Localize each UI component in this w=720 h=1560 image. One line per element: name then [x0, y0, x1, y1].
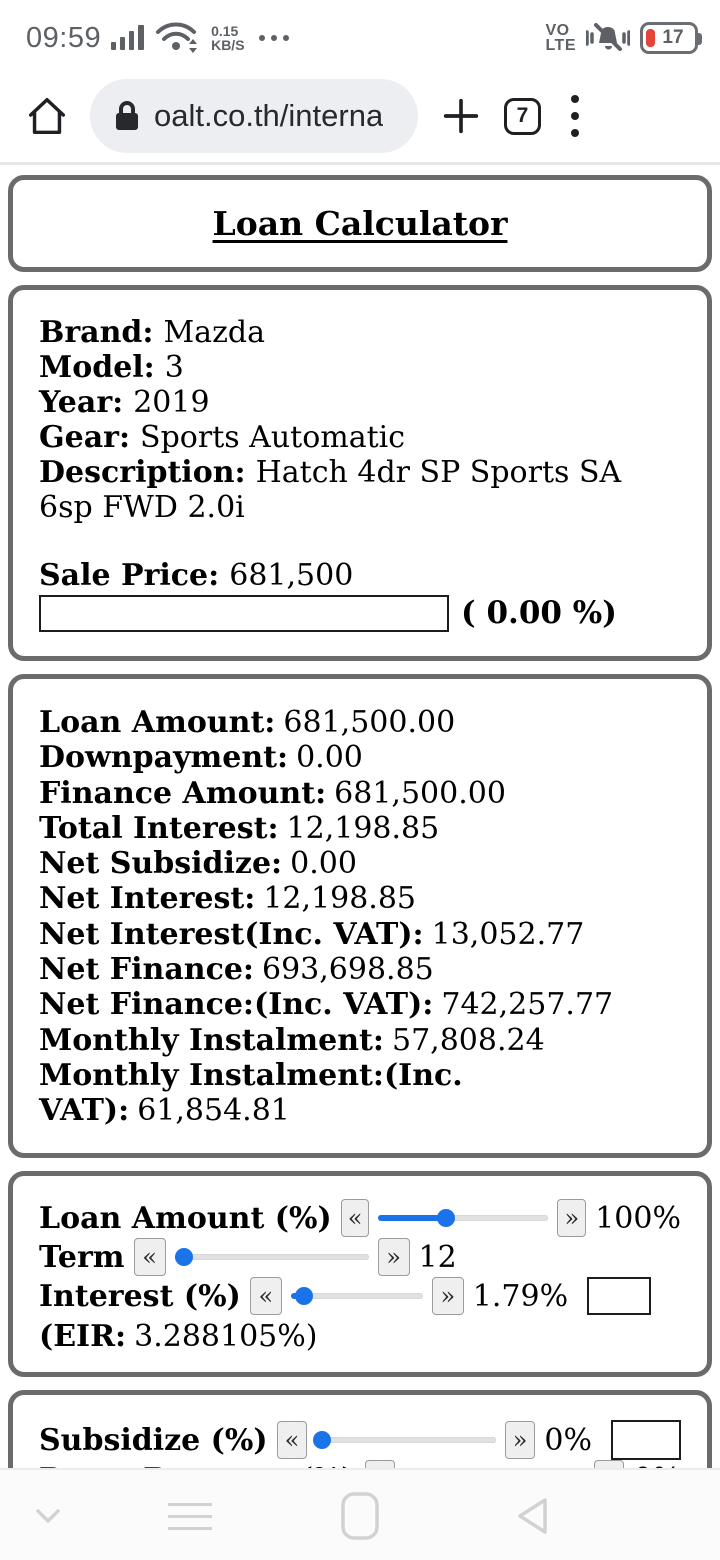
summary-finance-amount: Finance Amount: 681,500.00 [39, 775, 506, 811]
vehicle-model: Model: 3 [39, 350, 184, 385]
page-title: Loan Calculator [212, 204, 508, 243]
summary-net-finance-vat: Net Finance:(Inc. VAT): 742,257.77 [39, 987, 614, 1023]
term-slider[interactable] [174, 1247, 369, 1267]
back-button[interactable] [512, 1494, 552, 1538]
summary-total-interest: Total Interest: 12,198.85 [39, 810, 440, 846]
sale-price-percent-note: ( 0.00 %) [461, 595, 617, 631]
hide-navbar-button[interactable] [30, 1505, 66, 1527]
home-button[interactable] [24, 93, 70, 139]
clock: 09:59 [26, 21, 102, 54]
slider-thumb[interactable] [175, 1248, 194, 1267]
eir-note: (EIR: 3.288105%) [39, 1318, 318, 1354]
sale-price-input[interactable] [39, 595, 449, 632]
mute-vibrate-icon [586, 23, 630, 51]
interest-decrease-button[interactable]: « [249, 1277, 282, 1316]
loan-summary-box: Loan Amount: 681,500.00 Downpayment: 0.00 … [8, 674, 712, 1158]
vehicle-info-box: Brand: Mazda Model: 3 Year: 2019 Gear: Sport… [8, 285, 712, 661]
volte-indicator: VO LTE [545, 22, 576, 54]
subsidize-decrease-button[interactable]: « [276, 1421, 308, 1460]
slider-thumb[interactable] [294, 1287, 313, 1306]
browser-menu-button[interactable] [567, 91, 583, 141]
vehicle-brand: Brand: Mazda [39, 315, 265, 350]
interest-increase-button[interactable]: » [431, 1277, 464, 1316]
term-decrease-button[interactable]: « [133, 1238, 166, 1277]
recents-button[interactable] [168, 1502, 212, 1530]
signal-strength-icon [111, 25, 145, 50]
subsidize-value: 0% [544, 1422, 593, 1458]
browser-toolbar: oalt.co.th/interna 7 [0, 70, 720, 162]
loan-pct-decrease-button[interactable]: « [340, 1199, 370, 1238]
interest-input[interactable] [587, 1277, 652, 1316]
vehicle-description: Description: Hatch 4dr SP Sports SA 6sp F… [39, 455, 622, 525]
loan-controls-box: Loan Amount (%) « » 100% Term « » [8, 1170, 712, 1377]
sale-price: Sale Price: 681,500 [39, 558, 354, 593]
slider-thumb[interactable] [312, 1431, 331, 1450]
interest-slider[interactable] [290, 1286, 423, 1306]
title-box: Loan Calculator [8, 175, 712, 272]
subsidize-increase-button[interactable]: » [504, 1421, 536, 1460]
home-nav-button[interactable] [340, 1490, 380, 1542]
interest-row: Interest (%) « » 1.79% [39, 1277, 681, 1316]
summary-net-interest: Net Interest: 12,198.85 [39, 881, 417, 917]
summary-downpayment: Downpayment: 0.00 [39, 740, 363, 776]
lock-icon [116, 101, 138, 130]
android-nav-bar [0, 1468, 720, 1560]
web-page: Loan Calculator Brand: Mazda Model: 3 Year… [0, 175, 720, 1557]
subsidize-row: Subsidize (%) « » 0% [39, 1420, 682, 1461]
interest-value: 1.79% [472, 1278, 569, 1314]
subsidize-slider[interactable] [312, 1430, 496, 1450]
url-bar[interactable]: oalt.co.th/interna [90, 79, 418, 153]
network-speed: 0.15 KB/S [211, 23, 245, 53]
summary-net-interest-vat: Net Interest(Inc. VAT): 13,052.77 [39, 916, 585, 952]
status-ellipsis-icon [258, 35, 289, 41]
battery-fill [646, 29, 655, 47]
summary-net-subsidize: Net Subsidize: 0.00 [39, 846, 357, 882]
vehicle-year: Year: 2019 [39, 385, 210, 420]
slider-thumb[interactable] [437, 1209, 456, 1228]
vehicle-gear: Gear: Sports Automatic [39, 420, 406, 455]
summary-net-finance: Net Finance: 693,698.85 [39, 952, 434, 988]
tab-switcher-button[interactable]: 7 [504, 97, 541, 135]
loan-pct-slider[interactable] [378, 1208, 549, 1228]
wifi-icon [156, 22, 198, 53]
loan-pct-increase-button[interactable]: » [557, 1199, 587, 1238]
term-row: Term « » 12 [39, 1238, 457, 1277]
status-bar: 09:59 0.15 KB/S VO LT [0, 0, 720, 70]
toolbar-divider [0, 162, 720, 165]
loan-pct-value: 100% [595, 1200, 681, 1236]
term-increase-button[interactable]: » [377, 1238, 410, 1277]
summary-loan-amount: Loan Amount: 681,500.00 [39, 705, 456, 740]
summary-monthly-instalment: Monthly Instalment: 57,808.24 [39, 1022, 545, 1058]
term-value: 12 [418, 1239, 457, 1275]
battery-indicator: 17 [640, 22, 702, 54]
new-tab-button[interactable] [438, 93, 484, 139]
url-text: oalt.co.th/interna [154, 98, 384, 133]
subsidize-input[interactable] [611, 1420, 682, 1461]
loan-amount-pct-row: Loan Amount (%) « » 100% [39, 1199, 681, 1238]
summary-monthly-instalment-vat: Monthly Instalment:(Inc. VAT): 61,854.81 [39, 1057, 463, 1129]
